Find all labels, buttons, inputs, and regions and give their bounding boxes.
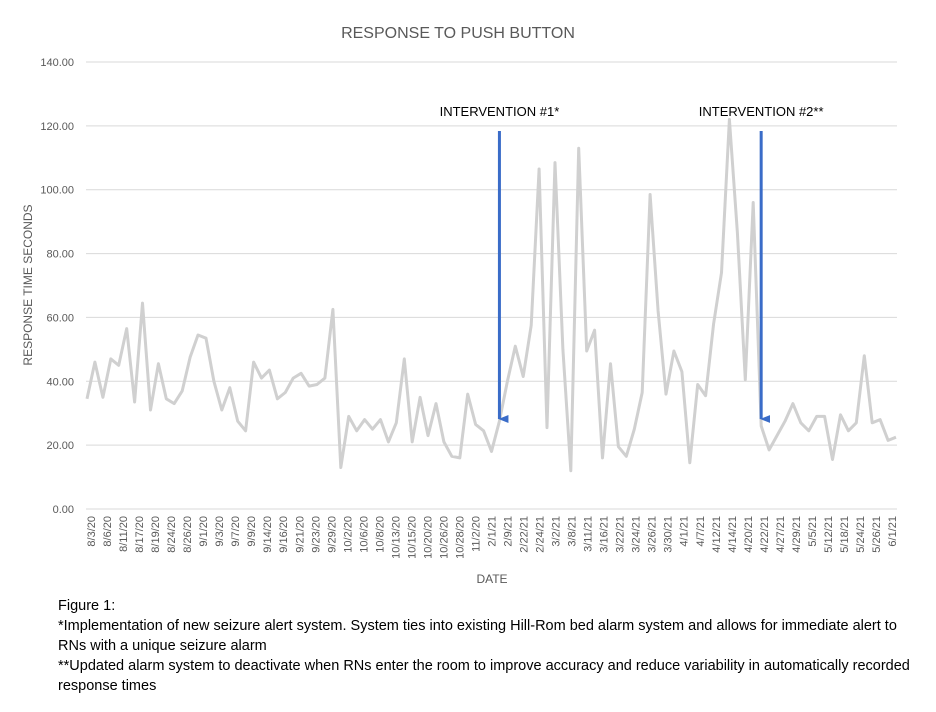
x-tick-label: 2/1/21	[487, 516, 499, 547]
x-tick-label: 8/24/20	[166, 516, 178, 553]
x-tick-label: 10/15/20	[406, 516, 418, 559]
x-tick-label: 10/2/20	[342, 516, 354, 553]
x-tick-label: 4/1/21	[679, 516, 691, 547]
response-time-chart: RESPONSE TO PUSH BUTTON 0.00 20.00 40.00 60…	[21, 25, 899, 586]
x-tick-label: 4/20/21	[743, 516, 755, 553]
x-tick-label: 10/28/20	[454, 516, 466, 559]
y-tick-label: 60.00	[46, 312, 74, 324]
y-tick-label: 20.00	[46, 440, 74, 452]
x-axis-ticks: 8/3/20 8/6/20 8/11/20 8/17/20 8/19/20 8/24/20…	[86, 516, 899, 559]
x-tick-label: 3/2/21	[551, 516, 563, 547]
x-tick-label: 8/6/20	[102, 516, 114, 547]
x-tick-label: 5/24/21	[855, 516, 867, 553]
x-tick-label: 9/1/20	[198, 516, 210, 547]
x-tick-label: 3/24/21	[631, 516, 643, 553]
x-tick-label: 9/9/20	[246, 516, 258, 547]
y-tick-label: 120.00	[40, 121, 74, 133]
x-tick-label: 9/29/20	[326, 516, 338, 553]
x-tick-label: 5/5/21	[807, 516, 819, 547]
x-tick-label: 10/20/20	[422, 516, 434, 559]
x-tick-label: 3/8/21	[567, 516, 579, 547]
x-tick-label: 2/24/21	[535, 516, 547, 553]
y-tick-label: 80.00	[46, 249, 74, 261]
x-tick-label: 10/6/20	[358, 516, 370, 553]
figure-caption: Figure 1: *Implementation of new seizure…	[58, 596, 928, 696]
chart-title: RESPONSE TO PUSH BUTTON	[341, 25, 575, 42]
x-tick-label: 8/17/20	[134, 516, 146, 553]
x-tick-label: 9/23/20	[310, 516, 322, 553]
x-tick-label: 5/18/21	[839, 516, 851, 553]
annotation-label: INTERVENTION #1*	[440, 104, 560, 119]
x-tick-label: 8/19/20	[150, 516, 162, 553]
gridlines	[86, 61, 897, 510]
x-tick-label: 9/7/20	[230, 516, 242, 547]
x-tick-label: 2/9/21	[503, 516, 515, 547]
x-tick-label: 3/30/21	[663, 516, 675, 553]
x-tick-label: 3/26/21	[647, 516, 659, 553]
x-tick-label: 9/16/20	[278, 516, 290, 553]
y-tick-label: 0.00	[53, 504, 74, 516]
x-tick-label: 4/12/21	[711, 516, 723, 553]
x-tick-label: 10/26/20	[438, 516, 450, 559]
x-tick-label: 8/26/20	[182, 516, 194, 553]
x-tick-label: 4/29/21	[791, 516, 803, 553]
x-tick-label: 8/3/20	[86, 516, 98, 547]
x-tick-label: 4/14/21	[727, 516, 739, 553]
annotations: INTERVENTION #1* INTERVENTION #2**	[440, 104, 824, 423]
x-tick-label: 5/26/21	[871, 516, 883, 553]
caption-note-2: **Updated alarm system to deactivate whe…	[58, 658, 910, 694]
x-tick-label: 10/13/20	[390, 516, 402, 559]
x-tick-label: 4/27/21	[775, 516, 787, 553]
x-tick-label: 11/2/20	[470, 516, 482, 552]
x-axis-title: DATE	[476, 572, 507, 586]
y-axis-title: RESPONSE TIME SECONDS	[21, 204, 35, 365]
caption-heading: Figure 1:	[58, 598, 116, 614]
x-tick-label: 9/3/20	[214, 516, 226, 547]
caption-note-1: *Implementation of new seizure alert sys…	[58, 618, 897, 654]
x-tick-label: 10/8/20	[374, 516, 386, 553]
x-tick-label: 4/22/21	[759, 516, 771, 553]
y-tick-label: 40.00	[46, 376, 74, 388]
annotation-label: INTERVENTION #2**	[699, 104, 824, 119]
x-tick-label: 9/14/20	[262, 516, 274, 553]
y-tick-label: 100.00	[40, 185, 74, 197]
x-tick-label: 5/12/21	[823, 516, 835, 553]
x-tick-label: 3/22/21	[615, 516, 627, 553]
x-tick-label: 6/1/21	[887, 516, 899, 547]
series-line	[85, 118, 897, 473]
y-axis-ticks: 0.00 20.00 40.00 60.00 80.00 100.00 120.00 140.…	[40, 57, 74, 516]
x-tick-label: 2/22/21	[519, 516, 531, 553]
x-tick-label: 8/11/20	[118, 516, 130, 552]
x-tick-label: 9/21/20	[294, 516, 306, 553]
x-tick-label: 4/7/21	[695, 516, 707, 547]
x-tick-label: 3/11/21	[583, 516, 595, 552]
x-tick-label: 3/16/21	[599, 516, 611, 553]
y-tick-label: 140.00	[40, 57, 74, 69]
